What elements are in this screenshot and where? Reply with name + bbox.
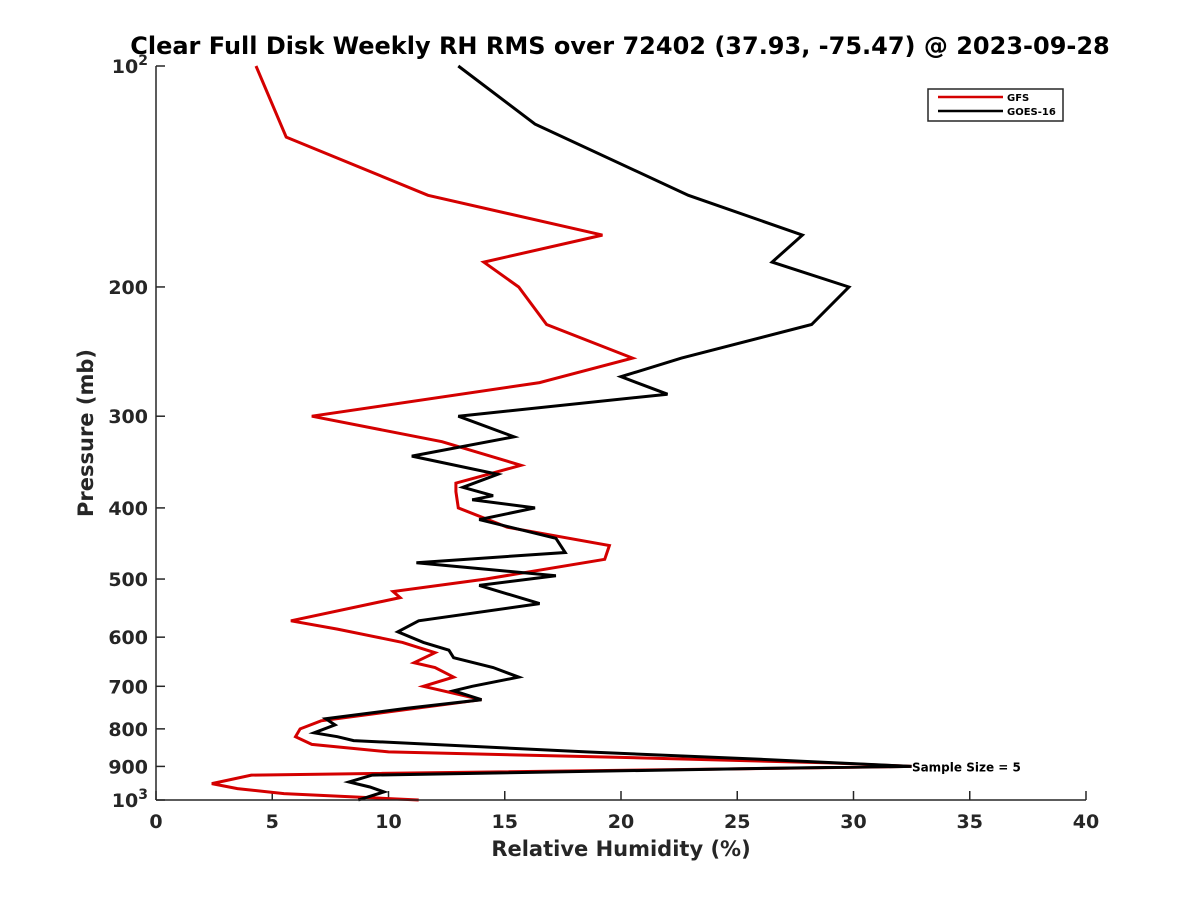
y-tick-label: 900 bbox=[108, 756, 148, 778]
y-tick-label: 102 bbox=[112, 53, 148, 78]
x-tick-label: 30 bbox=[840, 811, 866, 833]
x-tick-label: 25 bbox=[724, 811, 750, 833]
y-tick-label: 700 bbox=[108, 676, 148, 698]
legend-label-goes16: GOES-16 bbox=[1007, 107, 1056, 118]
y-tick-label: 600 bbox=[108, 627, 148, 649]
x-tick-label: 35 bbox=[957, 811, 983, 833]
x-ticks: 0 5 10 15 20 25 30 35 40 bbox=[149, 791, 1099, 833]
y-tick-label: 300 bbox=[108, 406, 148, 428]
y-tick-label: 400 bbox=[108, 498, 148, 520]
annotations: Sample Size = 5 bbox=[912, 760, 1021, 774]
series-lines bbox=[211, 64, 912, 802]
legend: GFS GOES-16 bbox=[927, 88, 1064, 122]
y-tick-label: 500 bbox=[108, 569, 148, 591]
legend-box bbox=[927, 88, 1064, 122]
series-line-gfs bbox=[211, 65, 912, 802]
y-tick-label: 200 bbox=[108, 277, 148, 299]
x-axis-label: Relative Humidity (%) bbox=[491, 837, 750, 861]
series-line-goes16 bbox=[308, 64, 912, 802]
x-tick-label: 10 bbox=[375, 811, 401, 833]
y-axis-label: Pressure (mb) bbox=[74, 349, 98, 517]
x-tick-label: 40 bbox=[1073, 811, 1099, 833]
x-tick-label: 20 bbox=[608, 811, 634, 833]
x-tick-label: 5 bbox=[266, 811, 279, 833]
y-ticks: 102 200 300 400 500 600 700 800 900 103 bbox=[108, 53, 165, 812]
y-tick-label: 103 bbox=[112, 787, 148, 812]
chart-title: Clear Full Disk Weekly RH RMS over 72402… bbox=[130, 32, 1110, 60]
legend-label-gfs: GFS bbox=[1007, 93, 1029, 104]
x-tick-label: 0 bbox=[149, 811, 162, 833]
sample-size-annotation: Sample Size = 5 bbox=[912, 760, 1021, 774]
y-tick-label: 800 bbox=[108, 719, 148, 741]
x-tick-label: 15 bbox=[492, 811, 518, 833]
plot-area: 0 5 10 15 20 25 30 35 40 102 200 300 400 500 600 700 80… bbox=[108, 53, 1099, 833]
